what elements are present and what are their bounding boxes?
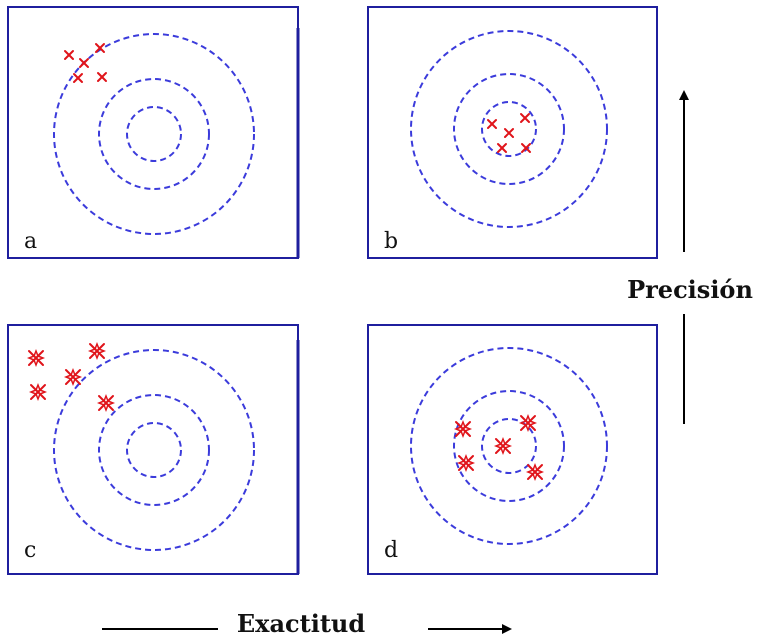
hit-marker xyxy=(493,436,513,456)
hit-marker xyxy=(456,453,476,473)
panel-d-frame xyxy=(367,324,658,575)
panel-a-frame xyxy=(7,6,299,259)
hit-marker xyxy=(518,413,538,433)
hit-marker xyxy=(79,58,89,68)
panel-a: a xyxy=(7,6,300,259)
hit-markers xyxy=(64,43,107,83)
hit-marker xyxy=(87,341,107,361)
hit-marker xyxy=(520,113,530,123)
panel-d-label: d xyxy=(384,538,398,563)
hit-marker xyxy=(64,50,74,60)
target-ring-middle xyxy=(453,390,565,502)
target-ring-inner xyxy=(126,422,182,478)
hit-marker xyxy=(525,462,545,482)
hit-marker xyxy=(73,73,83,83)
hit-marker xyxy=(453,419,473,439)
panel-b-frame xyxy=(367,6,658,259)
hit-marker xyxy=(26,348,46,368)
hit-marker xyxy=(487,119,497,129)
hit-markers xyxy=(487,113,531,153)
target-ring-outer xyxy=(410,347,608,545)
hit-marker xyxy=(521,143,531,153)
hit-marker xyxy=(96,393,116,413)
hit-marker xyxy=(97,72,107,82)
target-ring-middle xyxy=(453,73,565,185)
hit-marker xyxy=(63,367,83,387)
panel-d: d xyxy=(367,324,658,575)
target-ring-outer xyxy=(53,33,255,235)
target-ring-middle xyxy=(98,78,210,190)
hit-marker xyxy=(504,128,514,138)
panel-a-label: a xyxy=(24,229,37,254)
target-ring-outer xyxy=(410,30,608,228)
hit-markers xyxy=(453,413,545,482)
target-ring-inner xyxy=(481,418,537,474)
target-ring-outer xyxy=(53,349,255,551)
accuracy-label: Exactitud xyxy=(237,609,366,638)
hit-markers xyxy=(26,341,116,413)
hit-marker xyxy=(95,43,105,53)
target-ring-middle xyxy=(98,394,210,506)
hit-marker xyxy=(497,143,507,153)
panel-c: c xyxy=(7,324,300,575)
precision-axis: Precisión xyxy=(627,90,753,424)
target-ring-inner xyxy=(126,106,182,162)
panel-c-label: c xyxy=(24,538,36,563)
panel-b: b xyxy=(367,6,658,259)
target-ring-inner xyxy=(481,101,537,157)
panel-b-label: b xyxy=(384,229,398,254)
panel-c-frame xyxy=(7,324,299,575)
accuracy-axis: Exactitud xyxy=(102,609,512,638)
precision-label: Precisión xyxy=(627,275,753,304)
hit-marker xyxy=(28,382,48,402)
